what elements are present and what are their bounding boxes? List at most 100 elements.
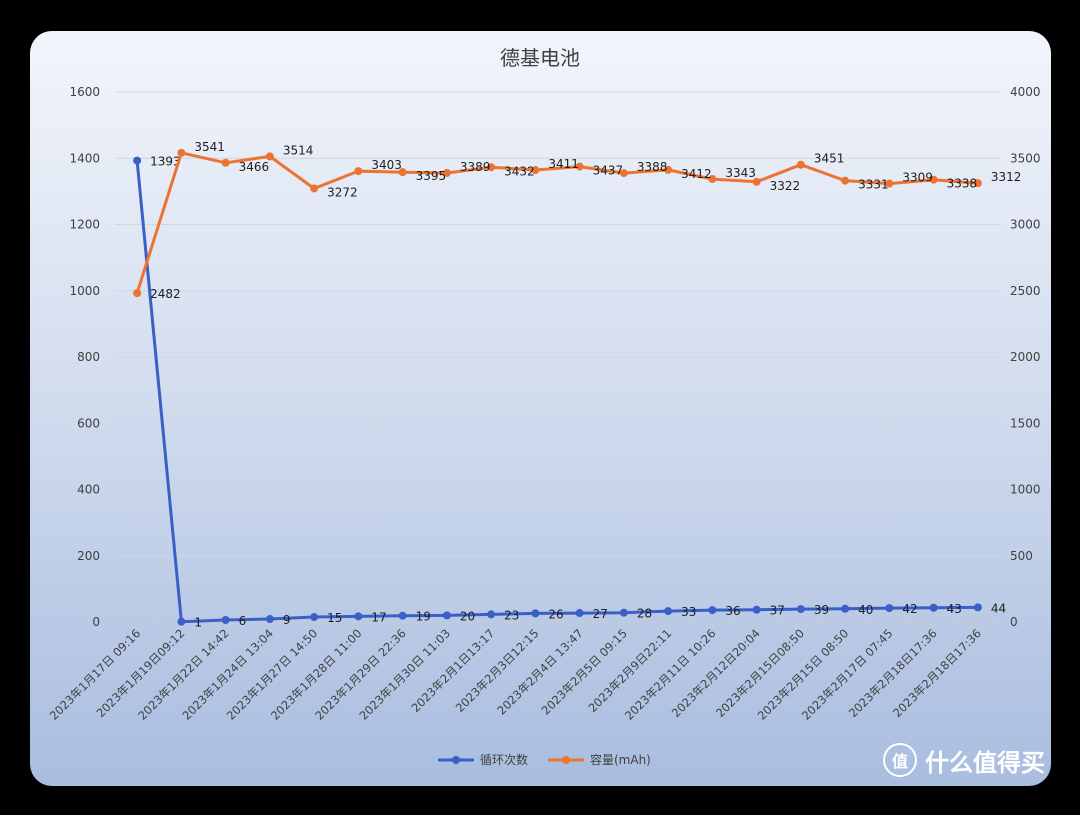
series-2-point	[708, 175, 717, 184]
y-left-tick-label: 1400	[69, 151, 100, 165]
series-2-point	[487, 163, 496, 172]
y-left-tick-label: 200	[77, 549, 100, 563]
series-1-point	[531, 609, 540, 618]
chart-title: 德基电池	[500, 46, 580, 70]
series-2-data-label: 3403	[371, 158, 402, 172]
y-left-tick-label: 1000	[69, 284, 100, 298]
series-1-point	[442, 611, 451, 620]
series-1-data-label: 42	[902, 602, 917, 616]
y-right-tick-label: 3500	[1010, 151, 1041, 165]
series-1-point	[575, 609, 584, 618]
series-1-point	[487, 610, 496, 619]
series-1-point	[664, 607, 673, 616]
series-1-data-label: 19	[416, 610, 431, 624]
series-2-point	[177, 148, 186, 157]
series-1-data-label: 44	[991, 601, 1006, 615]
legend-marker-2	[562, 756, 570, 764]
y-left-tick-label: 400	[77, 483, 100, 497]
series-1-data-label: 43	[947, 602, 962, 616]
y-right-tick-label: 0	[1010, 615, 1018, 629]
series-2-point	[619, 169, 628, 178]
series-1-point	[265, 615, 274, 624]
series-1-point	[398, 611, 407, 620]
series-2-data-label: 3322	[770, 179, 801, 193]
y-left-tick-label: 0	[92, 615, 100, 629]
series-2-point	[531, 166, 540, 175]
series-1-data-label: 39	[814, 603, 829, 617]
y-right-tick-label: 500	[1010, 549, 1033, 563]
y-right-tick-label: 4000	[1010, 85, 1041, 99]
series-1-point	[177, 617, 186, 626]
series-1-point	[973, 603, 982, 612]
x-tick-label: 2023年2月18日17:36	[890, 626, 984, 720]
series-1-data-label: 9	[283, 613, 291, 627]
y-right-tick-label: 2000	[1010, 350, 1041, 364]
series-1-data-label: 17	[371, 610, 386, 624]
series-2-point	[752, 177, 761, 186]
series-1-data-label: 27	[593, 607, 608, 621]
series-2-data-label: 3411	[548, 157, 579, 171]
chart: 德基电池 0 200 400 600 800 1000 1200 1400 1600 0 500 1…	[47, 46, 1041, 767]
series-2-data-label: 3343	[725, 166, 756, 180]
series-1-point	[619, 608, 628, 617]
series-1-point	[354, 612, 363, 621]
series-1-data-label: 33	[681, 605, 696, 619]
series-2-data-label: 3388	[637, 160, 668, 174]
y-left-tick-label: 800	[77, 350, 100, 364]
y-axis-left: 0 200 400 600 800 1000 1200 1400 1600	[69, 85, 100, 629]
series-2-point	[973, 179, 982, 188]
y-left-tick-label: 600	[77, 416, 100, 430]
x-tick-label: 2023年2月4日 13:47	[494, 626, 585, 717]
series-1-data-label: 37	[770, 604, 785, 618]
series-1-point	[133, 156, 142, 165]
series-2-point	[265, 152, 274, 161]
series-2-data-label: 3389	[460, 160, 491, 174]
x-tick-label: 2023年2月3日12:15	[453, 626, 542, 715]
series-1-point	[708, 606, 717, 615]
series-1-point	[221, 616, 230, 625]
y-left-tick-label: 1200	[69, 218, 100, 232]
watermark: 值 什么值得买	[883, 740, 1045, 780]
series-2-point	[796, 160, 805, 169]
series-2-point	[398, 168, 407, 177]
y-right-tick-label: 1500	[1010, 416, 1041, 430]
series-2-data-label: 3331	[858, 178, 889, 192]
series-1-data-label: 1393	[150, 155, 181, 169]
series-2-point	[664, 165, 673, 174]
x-tick-label: 2023年2月1日13:17	[408, 626, 497, 715]
series-1-data-label: 15	[327, 611, 342, 625]
series-2-point	[310, 184, 319, 193]
y-right-tick-label: 1000	[1010, 483, 1041, 497]
series-2-data-label: 3541	[194, 140, 225, 154]
series-2-data-label: 2482	[150, 287, 181, 301]
x-axis: 2023年1月17日 09:162023年1月19日09:122023年1月22…	[47, 621, 1001, 723]
series-1-data-label: 20	[460, 609, 475, 623]
series-2-point	[133, 289, 142, 298]
series-2-point	[929, 175, 938, 184]
series-2-data-label: 3432	[504, 164, 535, 178]
series-2-point	[354, 167, 363, 176]
series-2-point	[575, 162, 584, 171]
x-tick-label: 2023年1月19日09:12	[94, 626, 188, 720]
series-2-point	[221, 158, 230, 167]
chart-panel: 德基电池 0 200 400 600 800 1000 1200 1400 1600 0 500 1…	[30, 31, 1051, 786]
series-1-point	[752, 605, 761, 614]
series-2-data-label: 3395	[416, 169, 447, 183]
series-1-point	[841, 604, 850, 613]
y-right-tick-label: 2500	[1010, 284, 1041, 298]
legend: 循环次数 容量(mAh)	[438, 752, 651, 767]
y-axis-right: 0 500 1000 1500 2000 2500 3000 3500 4000	[1010, 85, 1041, 629]
x-tick-label: 2023年2月9日22:11	[585, 626, 674, 715]
y-left-tick-label: 1600	[69, 85, 100, 99]
watermark-text: 什么值得买	[925, 748, 1045, 777]
legend-marker-1	[452, 756, 460, 764]
series-2-point	[841, 176, 850, 185]
series-line-2	[135, 151, 979, 294]
series-2-data-label: 3272	[327, 185, 358, 199]
series-1-data-label: 28	[637, 607, 652, 621]
watermark-logo-icon: 值	[883, 743, 917, 777]
series-2-point	[442, 168, 451, 177]
series-2-data-label: 3312	[991, 170, 1022, 184]
series-1-point	[885, 604, 894, 613]
series-line-1	[135, 160, 978, 624]
